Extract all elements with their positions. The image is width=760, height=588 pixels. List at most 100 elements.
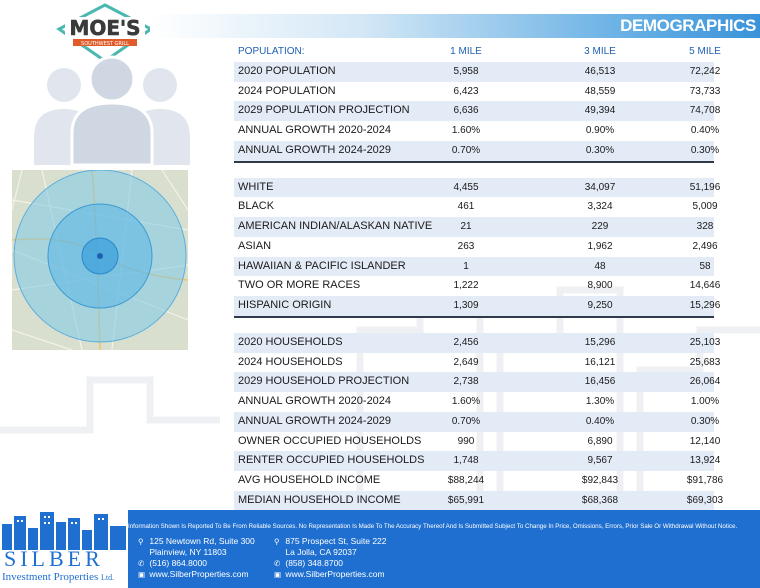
row-label: RENTER OCCUPIED HOUSEHOLDS	[238, 454, 425, 467]
row-label: ASIAN	[238, 239, 272, 252]
value-3-mile: $92,843	[581, 475, 619, 486]
race-section: WHITE 4,455 34,097 51,196 BLACK 461 3,324 5,009…	[234, 177, 720, 316]
page-title: DEMOGRAPHICS	[620, 16, 756, 35]
row-label: 2029 HOUSEHOLD PROJECTION	[238, 375, 410, 388]
table-row: HISPANIC ORIGIN 1,309 9,250 15,296	[234, 296, 720, 316]
value-5-mile: 12,140	[689, 435, 721, 447]
row-label: ANNUAL GROWTH 2024-2029	[238, 414, 392, 427]
column-header-5-mile: 5 MILE	[689, 46, 721, 57]
table-row: ANNUAL GROWTH 2020-2024 1.60% 0.90% 0.40%	[234, 121, 719, 141]
value-3-mile: 0.40%	[585, 415, 615, 427]
value-1-mile: 1,748	[453, 455, 479, 467]
table-row: AMERICAN INDIAN/ALASKAN NATIVE 21 229 328	[234, 217, 714, 237]
value-1-mile: 21	[460, 221, 472, 232]
phone-icon: ✆	[138, 559, 145, 568]
value-5-mile: 74,708	[689, 105, 721, 117]
table-row: 2020 POPULATION 5,958 46,513 72,242	[234, 61, 720, 82]
web-icon: ▣	[274, 570, 282, 579]
logo-brand: MOE'S	[69, 16, 140, 40]
office-contact-ca: ⚲ 875 Prospect St, Suite 222 La Jolla, C…	[274, 536, 387, 579]
location-pin-icon: ⚲	[274, 537, 280, 546]
row-label: HISPANIC ORIGIN	[238, 299, 332, 311]
website-link[interactable]: www.SilberProperties.com	[285, 569, 385, 579]
row-label: HAWAIIAN & PACIFIC ISLANDER	[238, 259, 406, 272]
value-1-mile: 5,958	[453, 65, 479, 77]
row-label: 2020 POPULATION	[238, 64, 336, 77]
table-row: 2029 POPULATION PROJECTION 6,636 49,394 74,…	[234, 101, 720, 121]
value-3-mile: 16,456	[584, 376, 616, 388]
value-3-mile: 1.30%	[585, 396, 615, 407]
table-row: ANNUAL GROWTH 2024-2029 0.70% 0.30% 0.30%	[234, 140, 719, 161]
value-1-mile: 263	[457, 240, 475, 252]
value-3-mile: 1,962	[587, 240, 613, 252]
value-5-mile: 1.00%	[690, 396, 720, 407]
value-3-mile: 0.90%	[585, 125, 615, 136]
value-3-mile: 48,559	[584, 85, 616, 97]
row-label: 2020 HOUSEHOLDS	[238, 335, 343, 348]
value-1-mile: $65,991	[447, 494, 485, 506]
table-row: 2024 POPULATION 6,423 48,559 73,733	[234, 82, 720, 102]
value-5-mile: 26,064	[689, 376, 721, 388]
value-1-mile: 2,738	[453, 376, 479, 388]
value-3-mile: 0.30%	[585, 144, 615, 156]
households-section: 2020 HOUSEHOLDS 2,456 15,296 25,103 2024 HOU…	[234, 332, 723, 511]
value-1-mile: $88,244	[447, 475, 485, 486]
value-1-mile: 1.60%	[451, 396, 481, 407]
value-3-mile: 9,567	[587, 455, 613, 467]
table-row: MEDIAN HOUSEHOLD INCOME $65,991 $68,368 $69…	[234, 490, 723, 511]
table-row: ANNUAL GROWTH 2024-2029 0.70% 0.40% 0.30%	[234, 411, 719, 432]
value-1-mile: 1.60%	[451, 125, 481, 136]
value-5-mile: 51,196	[689, 181, 721, 193]
table-row: 2024 HOUSEHOLDS 2,649 16,121 25,683	[234, 353, 720, 373]
header-banner	[150, 14, 760, 38]
value-3-mile: 6,890	[587, 435, 613, 447]
row-label: AVG HOUSEHOLD INCOME	[238, 474, 381, 486]
value-5-mile: 25,683	[689, 356, 721, 368]
value-3-mile: $68,368	[581, 494, 619, 506]
value-1-mile: 0.70%	[451, 144, 481, 156]
table-row: ASIAN 263 1,962 2,496	[234, 237, 718, 257]
value-3-mile: 16,121	[584, 356, 616, 368]
footer: SILBER Investment Properties Ltd. Inform…	[0, 510, 760, 588]
demographics-table: POPULATION: 1 MILE 3 MILE 5 MILE 2020 PO…	[234, 42, 723, 511]
value-1-mile: 1,222	[453, 280, 479, 292]
table-row: WHITE 4,455 34,097 51,196	[234, 177, 720, 198]
disclaimer-text: Information Shown Is Reported To Be From…	[128, 523, 738, 530]
table-row: AVG HOUSEHOLD INCOME $88,244 $92,843 $91,78…	[234, 471, 723, 491]
row-label: ANNUAL GROWTH 2020-2024	[238, 395, 392, 407]
table-row: ANNUAL GROWTH 2020-2024 1.60% 1.30% 1.00%	[234, 392, 719, 412]
column-header-3-mile: 3 MILE	[584, 46, 616, 57]
row-label: 2024 HOUSEHOLDS	[238, 355, 343, 368]
column-header-1-mile: 1 MILE	[450, 46, 482, 57]
phone-icon: ✆	[274, 559, 281, 568]
section-divider	[234, 160, 714, 163]
value-5-mile: $69,303	[686, 494, 724, 506]
row-label: OWNER OCCUPIED HOUSEHOLDS	[238, 434, 422, 447]
row-label: BLACK	[238, 200, 275, 213]
row-label: 2024 POPULATION	[238, 84, 336, 97]
company-subtitle: Investment Properties Ltd.	[2, 571, 115, 583]
silber-logo: SILBER Investment Properties Ltd.	[0, 510, 128, 588]
value-5-mile: 0.30%	[690, 144, 720, 156]
website-link[interactable]: www.SilberProperties.com	[149, 569, 249, 579]
table-row: OWNER OCCUPIED HOUSEHOLDS 990 6,890 12,140	[234, 432, 720, 452]
value-3-mile: 9,250	[587, 300, 613, 311]
radius-map	[12, 170, 188, 350]
people-icon	[32, 45, 192, 167]
table-row: TWO OR MORE RACES 1,222 8,900 14,646	[234, 276, 720, 296]
value-5-mile: 14,646	[689, 280, 721, 292]
row-label: ANNUAL GROWTH 2020-2024	[238, 124, 392, 136]
table-row: RENTER OCCUPIED HOUSEHOLDS 1,748 9,567 13,9…	[234, 451, 720, 471]
value-1-mile: 6,636	[453, 105, 479, 117]
value-3-mile: 229	[591, 221, 609, 232]
value-5-mile: 2,496	[692, 240, 718, 252]
row-label: AMERICAN INDIAN/ALASKAN NATIVE	[238, 220, 433, 232]
value-3-mile: 3,324	[587, 201, 613, 213]
section-divider	[234, 315, 714, 318]
value-5-mile: 13,924	[689, 455, 721, 467]
row-label: MEDIAN HOUSEHOLD INCOME	[238, 493, 401, 506]
value-5-mile: 15,296	[689, 300, 721, 311]
web-icon: ▣	[138, 570, 146, 579]
value-3-mile: 8,900	[587, 280, 613, 292]
row-label: WHITE	[238, 180, 274, 193]
